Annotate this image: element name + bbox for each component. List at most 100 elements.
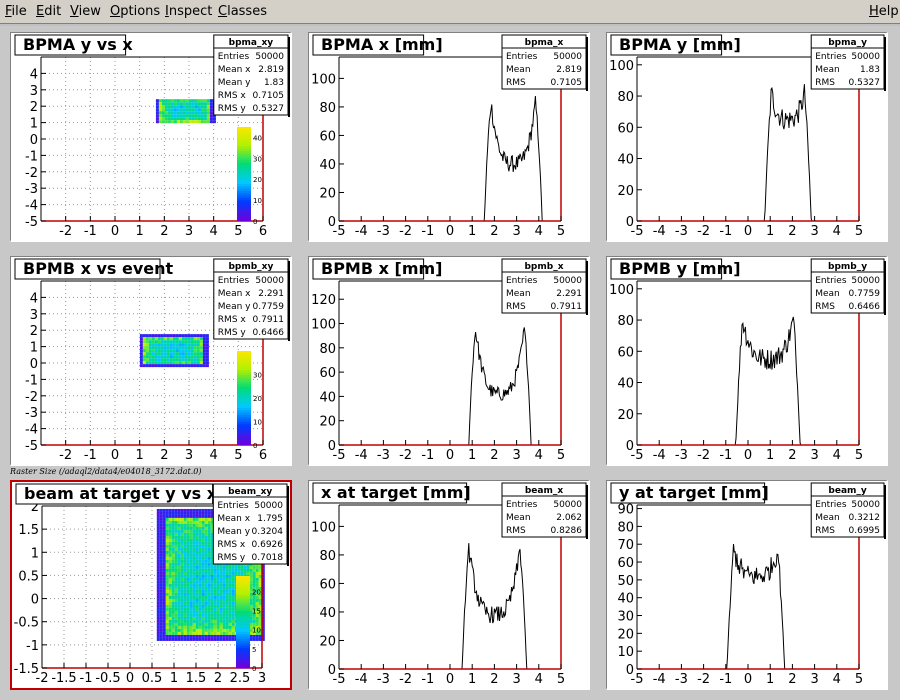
- heatmap-cell: [210, 553, 214, 557]
- heatmap-cell: [181, 361, 185, 365]
- palette-band: [237, 423, 251, 427]
- heatmap-cell: [196, 364, 200, 368]
- stats-row-label: Entries: [217, 501, 249, 511]
- palette-band: [237, 206, 251, 210]
- heatmap-cell: [212, 117, 216, 121]
- heatmap-cell: [222, 577, 226, 581]
- heatmap-cell: [195, 580, 199, 584]
- heatmap-cell: [198, 601, 202, 605]
- heatmap-cell: [219, 571, 223, 575]
- stats-row-value: 50000: [553, 276, 582, 286]
- pad-bpmb-xy[interactable]: -2 -1 0 1 2 3 4 5 6 -5 -4 -3 -2 -1 0 1 2 3 4 0 10 20 30 BPMB x …: [10, 256, 292, 466]
- root-canvas[interactable]: -2 -1 0 1 2 3 4 5 6 -5 -4 -3 -2 -1 0 1 2 3 4 0 10 20 30 40 BPMA …: [0, 26, 900, 700]
- menu-help[interactable]: Help: [869, 4, 899, 19]
- heatmap-cell: [180, 628, 184, 632]
- heatmap-cell: [180, 547, 184, 551]
- pad-beam-y[interactable]: -5 -4 -3 -2 -1 0 1 2 3 4 5 0 10 20 30 40 50 60 70 80 90 y at …: [606, 480, 888, 690]
- stats-row-label: Entries: [506, 500, 538, 510]
- heatmap-cell: [151, 355, 155, 359]
- heatmap-cell: [258, 625, 262, 629]
- heatmap-cell: [189, 583, 193, 587]
- x-tick-label: 2: [490, 672, 498, 687]
- heatmap-cell: [168, 547, 172, 551]
- x-tick-label: 3: [810, 224, 818, 239]
- heatmap-cell: [189, 556, 193, 560]
- heatmap-cell: [195, 529, 199, 533]
- heatmap-cell: [191, 102, 195, 106]
- pad-bpma-x[interactable]: -5 -4 -3 -2 -1 0 1 2 3 4 5 0 20 40 60 80 100 BPMA x [mm] b…: [308, 32, 590, 242]
- heatmap-cell: [173, 111, 177, 115]
- heatmap-cell: [189, 601, 193, 605]
- heatmap-cell: [222, 580, 226, 584]
- heatmap-cell: [186, 619, 190, 623]
- heatmap-cell: [198, 523, 202, 527]
- heatmap-cell: [171, 544, 175, 548]
- x-tick-label: -2: [399, 672, 412, 687]
- heatmap-cell: [210, 523, 214, 527]
- heatmap-cell: [162, 547, 166, 551]
- heatmap-cell: [176, 117, 180, 121]
- palette-band: [237, 388, 251, 392]
- menu-options[interactable]: Options: [110, 4, 161, 19]
- heatmap-cell: [222, 598, 226, 602]
- x-tick-label: -1: [80, 671, 93, 686]
- heatmap-cell: [171, 517, 175, 521]
- heatmap-cell: [195, 595, 199, 599]
- heatmap-cell: [165, 634, 169, 638]
- pad-bpma-xy[interactable]: -2 -1 0 1 2 3 4 5 6 -5 -4 -3 -2 -1 0 1 2 3 4 0 10 20 30 40 BPMA …: [10, 32, 292, 242]
- palette-band: [236, 605, 250, 609]
- heatmap-cell: [174, 553, 178, 557]
- heatmap-cell: [258, 613, 262, 617]
- heatmap-cell: [204, 598, 208, 602]
- heatmap-cell: [204, 622, 208, 626]
- heatmap-cell: [189, 634, 193, 638]
- palette-band: [237, 178, 251, 182]
- palette-band: [237, 383, 251, 387]
- heatmap-cell: [183, 607, 187, 611]
- pad-beam-xy[interactable]: -2 -1.5 -1 -0.5 0 0.5 1 1.5 2 2.5 3 -1.5 -1 -0.5 0 0.5 1…: [10, 480, 292, 690]
- heatmap-cell: [183, 556, 187, 560]
- palette-band: [236, 647, 250, 651]
- stats-shadow: [884, 485, 886, 539]
- menu-view[interactable]: View: [70, 4, 101, 19]
- heatmap-cell: [198, 610, 202, 614]
- heatmap-cell: [186, 607, 190, 611]
- heatmap-cell: [216, 613, 220, 617]
- pad-beam-x[interactable]: -5 -4 -3 -2 -1 0 1 2 3 4 5 0 20 40 60 80 100 x at target …: [308, 480, 590, 690]
- x-tick-label: -5: [631, 672, 644, 687]
- heatmap-cell: [231, 598, 235, 602]
- x-tick-label: 3: [810, 672, 818, 687]
- palette-band: [237, 202, 251, 206]
- heatmap-cell: [213, 637, 217, 641]
- stats-row-value: 0.7018: [252, 553, 284, 563]
- heatmap-cell: [183, 574, 187, 578]
- heatmap-cell: [174, 508, 178, 512]
- heatmap-cell: [209, 114, 213, 118]
- pad-bpmb-y[interactable]: -5 -4 -3 -2 -1 0 1 2 3 4 5 0 20 40 60 80 100 BPMB y [mm] b…: [606, 256, 888, 466]
- heatmap-cell: [186, 523, 190, 527]
- heatmap-cell: [189, 616, 193, 620]
- heatmap-cell: [207, 604, 211, 608]
- heatmap-cell: [225, 589, 229, 593]
- menu-inspect[interactable]: Inspect: [165, 4, 213, 19]
- heatmap-cell: [176, 102, 180, 106]
- heatmap-cell: [201, 631, 205, 635]
- y-tick-label: 60: [617, 556, 634, 571]
- heatmap-cell: [195, 607, 199, 611]
- menu-classes[interactable]: Classes: [218, 4, 267, 19]
- heatmap-cell: [168, 523, 172, 527]
- menu-edit[interactable]: Edit: [36, 4, 62, 19]
- menu-file[interactable]: File: [5, 4, 27, 19]
- heatmap-cell: [180, 559, 184, 563]
- y-tick-label: 0: [328, 663, 336, 678]
- heatmap-cell: [170, 99, 174, 103]
- heatmap-cell: [204, 532, 208, 536]
- heatmap-cell: [219, 601, 223, 605]
- pad-bpma-y[interactable]: -5 -4 -3 -2 -1 0 1 2 3 4 5 0 20 40 60 80 100 BPMA y [mm] b…: [606, 32, 888, 242]
- palette-band: [237, 192, 251, 196]
- stats-box: [810, 34, 885, 90]
- heatmap-cell: [159, 604, 163, 608]
- heatmap-cell: [183, 538, 187, 542]
- heatmap-cell: [216, 631, 220, 635]
- pad-bpmb-x[interactable]: -5 -4 -3 -2 -1 0 1 2 3 4 5 0 20 40 60 80 100 120 BPMB x [m…: [308, 256, 590, 466]
